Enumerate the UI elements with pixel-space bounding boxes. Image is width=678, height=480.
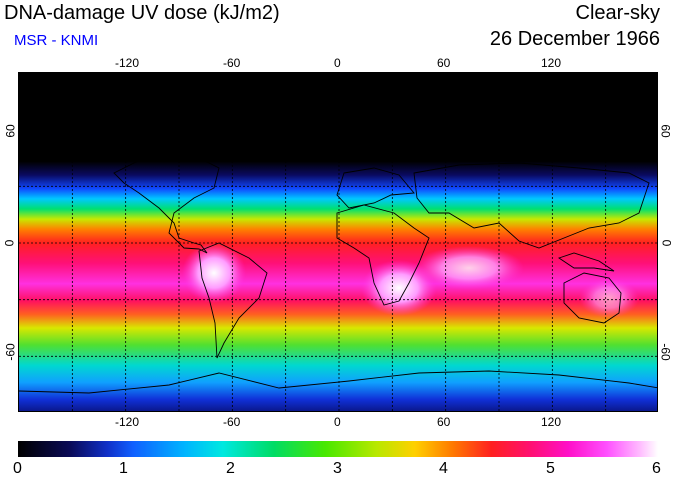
- lon-tick-top: 0: [334, 56, 341, 70]
- lat-tick-left: 60: [3, 124, 18, 138]
- lon-tick-bottom: 0: [334, 415, 341, 429]
- lon-tick-top: 60: [437, 56, 451, 70]
- colorbar-label: 2: [226, 460, 235, 477]
- lat-tick-left: -60: [3, 343, 18, 361]
- map-title: DNA-damage UV dose (kJ/m2): [4, 2, 280, 24]
- colorbar-label: 4: [439, 460, 448, 477]
- lat-tick-right: 60: [658, 124, 673, 138]
- lon-tick-top: -120: [115, 56, 140, 70]
- uv-dose-field: [19, 73, 657, 411]
- lon-tick-top: 120: [541, 56, 562, 70]
- colorbar-label: 3: [333, 460, 342, 477]
- colorbar-label: 5: [546, 460, 555, 477]
- sky-condition-label: Clear-sky: [575, 2, 660, 24]
- australia-coastline: [563, 272, 622, 324]
- lon-tick-bottom: -60: [223, 415, 241, 429]
- south-america-hotspot: [182, 243, 246, 303]
- colorbar-label: 0: [13, 460, 22, 477]
- uv-dose-map: [18, 72, 658, 412]
- indian-ocean-hotspot: [414, 246, 524, 290]
- date-label: 26 December 1966: [489, 28, 660, 50]
- australia-hotspot: [579, 278, 639, 318]
- lat-tick-right: 0: [659, 239, 674, 247]
- lat-tick-right: -60: [658, 343, 673, 361]
- lon-tick-bottom: 60: [437, 415, 451, 429]
- antarctica-coastline: [19, 370, 657, 394]
- lat-tick-left: 0: [2, 239, 17, 247]
- colorbar-label: 6: [652, 460, 661, 477]
- africa-coastline: [336, 204, 430, 306]
- uv-band-background: [19, 73, 657, 411]
- indonesia-coastline: [557, 252, 615, 272]
- lon-tick-top: -60: [223, 56, 241, 70]
- colorbar-label: 1: [119, 460, 128, 477]
- graticule: [19, 73, 657, 411]
- europe-coastline: [336, 167, 415, 209]
- coastlines: [19, 152, 657, 394]
- north-america-coastline: [113, 152, 220, 254]
- source-label: MSR - KNMI: [14, 32, 99, 49]
- lon-tick-bottom: -120: [115, 415, 140, 429]
- colorbar: [18, 441, 658, 457]
- lon-tick-bottom: 120: [541, 415, 562, 429]
- south-america-coastline: [198, 242, 268, 359]
